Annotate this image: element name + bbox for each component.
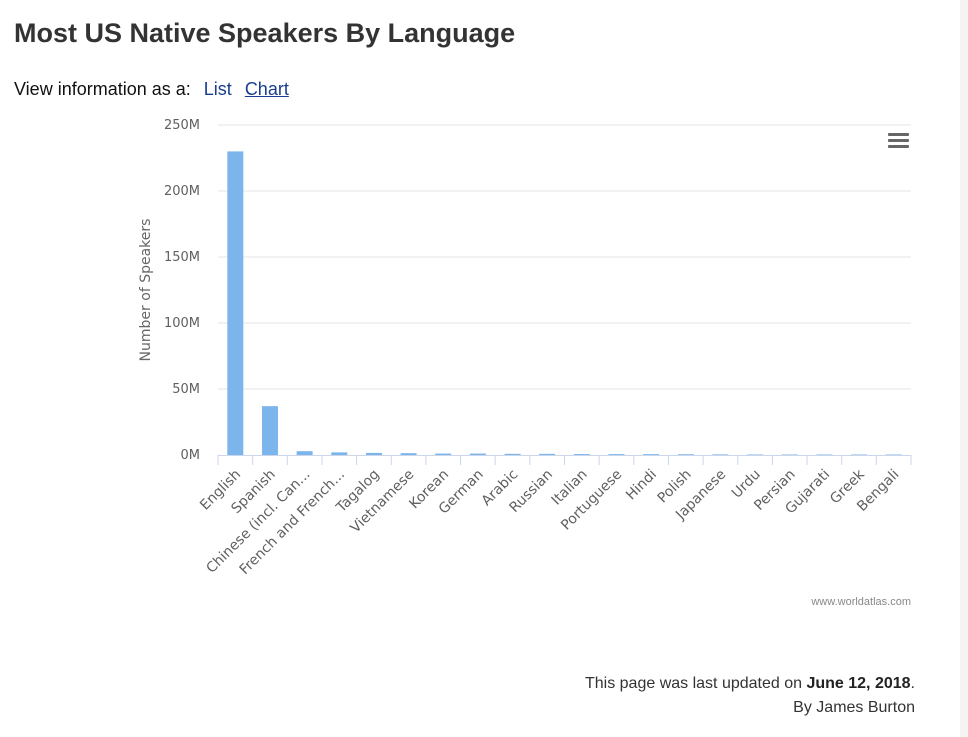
bar xyxy=(365,452,382,455)
bar xyxy=(573,454,590,455)
bar xyxy=(296,451,313,455)
last-updated-suffix: . xyxy=(910,675,915,692)
bar xyxy=(712,454,729,455)
bar xyxy=(261,406,278,455)
view-toggle: View information as a: List Chart xyxy=(14,79,289,100)
bar xyxy=(677,454,694,455)
y-tick-label: 200M xyxy=(164,184,200,199)
page-title: Most US Native Speakers By Language xyxy=(14,18,516,48)
y-tick-label: 50M xyxy=(172,382,200,397)
bar xyxy=(331,452,348,455)
page-footer: This page was last updated on June 12, 2… xyxy=(585,672,915,720)
bar xyxy=(816,454,833,455)
bar xyxy=(747,454,764,455)
bar xyxy=(504,453,521,455)
last-updated: This page was last updated on June 12, 2… xyxy=(585,672,915,696)
bar xyxy=(851,454,868,455)
view-chart-link[interactable]: Chart xyxy=(244,79,289,99)
y-tick-label: 0M xyxy=(181,448,201,463)
bar xyxy=(608,454,625,455)
last-updated-prefix: This page was last updated on xyxy=(584,675,807,692)
chart-credit-link[interactable]: www.worldatlas.com xyxy=(811,596,911,608)
bar xyxy=(469,453,486,455)
bar xyxy=(781,454,798,455)
bar xyxy=(539,453,556,455)
bar xyxy=(227,151,244,455)
chart-container: 0M 50M 100M 150M 200M 250M Number of Speakers E… xyxy=(0,110,960,620)
bar xyxy=(885,454,902,455)
bar xyxy=(400,453,417,455)
hamburger-menu-icon[interactable] xyxy=(884,130,912,154)
author: By James Burton xyxy=(793,699,915,716)
y-tick-label: 250M xyxy=(164,118,200,133)
last-updated-date: June 12, 2018 xyxy=(806,675,911,692)
y-axis-title: Number of Speakers xyxy=(138,219,154,362)
y-tick-label: 100M xyxy=(164,316,200,331)
view-prefix: View information as a: xyxy=(14,79,191,99)
bar xyxy=(643,454,660,455)
bar xyxy=(435,453,452,455)
view-list-link[interactable]: List xyxy=(203,79,232,99)
y-tick-label: 150M xyxy=(164,250,200,265)
x-tick-label: Hindi xyxy=(623,467,660,504)
